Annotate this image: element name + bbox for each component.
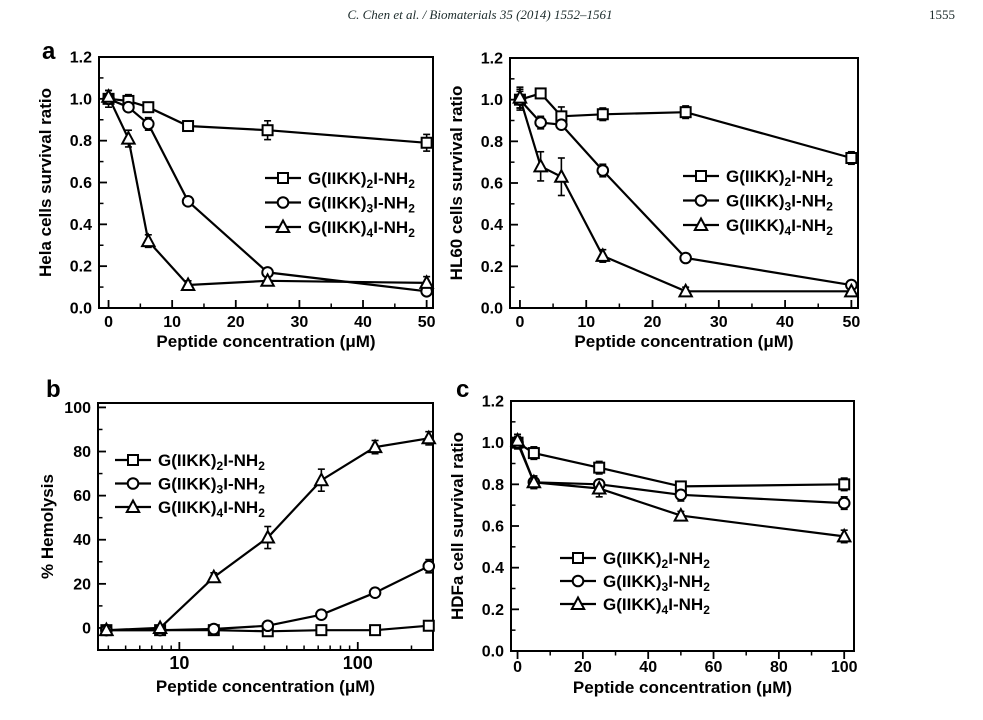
svg-text:Peptide concentration (μM): Peptide concentration (μM) (156, 677, 375, 696)
svg-text:G(IIKK)4I-NH2: G(IIKK)4I-NH2 (726, 216, 833, 238)
svg-text:Peptide concentration (μM): Peptide concentration (μM) (156, 332, 375, 351)
svg-text:G(IIKK)3I-NH2: G(IIKK)3I-NH2 (158, 475, 265, 497)
svg-text:40: 40 (776, 314, 794, 331)
svg-text:0.0: 0.0 (70, 301, 92, 318)
svg-text:50: 50 (418, 314, 436, 331)
hela-survival-chart: 0 10 20 30 40 50 0.0 0.2 0.4 0.6 0.8 1.0 1.2 Peptide … (36, 50, 436, 352)
svg-text:0.4: 0.4 (481, 217, 503, 234)
svg-text:0.4: 0.4 (482, 560, 504, 577)
svg-text:0.2: 0.2 (70, 259, 92, 276)
svg-text:1.2: 1.2 (482, 394, 504, 411)
svg-text:40: 40 (354, 314, 372, 331)
panel-letter-b: b (46, 376, 61, 403)
svg-text:40: 40 (73, 532, 91, 549)
svg-text:60: 60 (705, 659, 723, 676)
svg-text:100: 100 (831, 659, 858, 676)
svg-text:0.8: 0.8 (481, 134, 503, 151)
svg-text:0.4: 0.4 (70, 217, 92, 234)
svg-text:G(IIKK)4I-NH2: G(IIKK)4I-NH2 (603, 595, 710, 617)
svg-text:40: 40 (639, 659, 657, 676)
panel-hela-chart: 0 10 20 30 40 50 0.0 0.2 0.4 0.6 0.8 1.0 1.2 Peptide … (35, 36, 447, 372)
svg-text:20: 20 (644, 314, 662, 331)
svg-text:1.0: 1.0 (482, 435, 504, 452)
svg-text:% Hemolysis: % Hemolysis (38, 474, 57, 579)
svg-text:100: 100 (64, 400, 91, 417)
svg-text:60: 60 (73, 488, 91, 505)
hemolysis-chart: 10 100 0 20 40 60 80 100 Peptide concentration (… (38, 400, 437, 696)
svg-text:80: 80 (73, 444, 91, 461)
svg-text:1.2: 1.2 (70, 50, 92, 67)
svg-text:G(IIKK)2I-NH2: G(IIKK)2I-NH2 (308, 169, 415, 191)
svg-text:G(IIKK)2I-NH2: G(IIKK)2I-NH2 (726, 167, 833, 189)
svg-text:0: 0 (82, 620, 91, 637)
svg-text:0.0: 0.0 (482, 644, 504, 661)
running-head: C. Chen et al. / Biomaterials 35 (2014) … (0, 7, 960, 23)
hl60-survival-chart: 0 10 20 30 40 50 0.0 0.2 0.4 0.6 0.8 1.0 1.2 Peptide … (448, 51, 860, 352)
svg-text:0.2: 0.2 (481, 259, 503, 276)
svg-text:1.2: 1.2 (481, 51, 503, 68)
svg-text:10: 10 (577, 314, 595, 331)
citation-text: C. Chen et al. / Biomaterials 35 (2014) … (347, 7, 613, 22)
svg-text:0.8: 0.8 (482, 477, 504, 494)
svg-text:Peptide concentration (μM): Peptide concentration (μM) (574, 332, 793, 351)
svg-text:80: 80 (770, 659, 788, 676)
svg-text:0.6: 0.6 (70, 175, 92, 192)
svg-text:0.2: 0.2 (482, 602, 504, 619)
svg-text:20: 20 (227, 314, 245, 331)
svg-text:0.8: 0.8 (70, 133, 92, 150)
svg-text:0.6: 0.6 (481, 176, 503, 193)
svg-text:G(IIKK)2I-NH2: G(IIKK)2I-NH2 (158, 451, 265, 473)
svg-text:100: 100 (343, 653, 373, 673)
svg-text:20: 20 (574, 659, 592, 676)
svg-text:G(IIKK)3I-NH2: G(IIKK)3I-NH2 (308, 194, 415, 216)
svg-text:10: 10 (163, 314, 181, 331)
page-number: 1555 (929, 7, 955, 22)
panel-letter-c: c (456, 376, 470, 403)
svg-text:Hela cells survival ratio: Hela cells survival ratio (36, 88, 55, 277)
svg-text:0: 0 (515, 314, 524, 331)
svg-text:G(IIKK)3I-NH2: G(IIKK)3I-NH2 (603, 572, 710, 594)
panel-hdfa-chart: 0 20 40 60 80 100 0.0 0.2 0.4 0.6 0.8 1.0 1.2 Peptide… (448, 372, 876, 712)
svg-text:G(IIKK)4I-NH2: G(IIKK)4I-NH2 (308, 218, 415, 240)
hdfa-survival-chart: 0 20 40 60 80 100 0.0 0.2 0.4 0.6 0.8 1.0 1.2 Peptide… (448, 394, 858, 698)
svg-text:G(IIKK)3I-NH2: G(IIKK)3I-NH2 (726, 192, 833, 214)
svg-text:G(IIKK)2I-NH2: G(IIKK)2I-NH2 (603, 549, 710, 571)
panel-letter-a: a (42, 38, 56, 65)
svg-text:10: 10 (169, 653, 189, 673)
svg-text:HL60 cells survival ratio: HL60 cells survival ratio (448, 86, 466, 281)
svg-text:30: 30 (710, 314, 728, 331)
svg-text:20: 20 (73, 576, 91, 593)
svg-text:HDFa cell survival ratio: HDFa cell survival ratio (448, 432, 467, 620)
svg-text:1.0: 1.0 (481, 92, 503, 109)
svg-text:0.6: 0.6 (482, 519, 504, 536)
svg-text:0: 0 (513, 659, 522, 676)
svg-text:30: 30 (291, 314, 309, 331)
svg-text:Peptide concentration (μM): Peptide concentration (μM) (573, 678, 792, 697)
svg-text:0: 0 (104, 314, 113, 331)
svg-text:G(IIKK)4I-NH2: G(IIKK)4I-NH2 (158, 498, 265, 520)
svg-text:0.0: 0.0 (481, 301, 503, 318)
panel-hl60-chart: 0 10 20 30 40 50 0.0 0.2 0.4 0.6 0.8 1.0 1.2 Peptide … (448, 36, 876, 372)
panel-hemolysis-chart: 10 100 0 20 40 60 80 100 Peptide concentration (… (35, 372, 447, 712)
svg-text:50: 50 (842, 314, 860, 331)
svg-text:1.0: 1.0 (70, 91, 92, 108)
